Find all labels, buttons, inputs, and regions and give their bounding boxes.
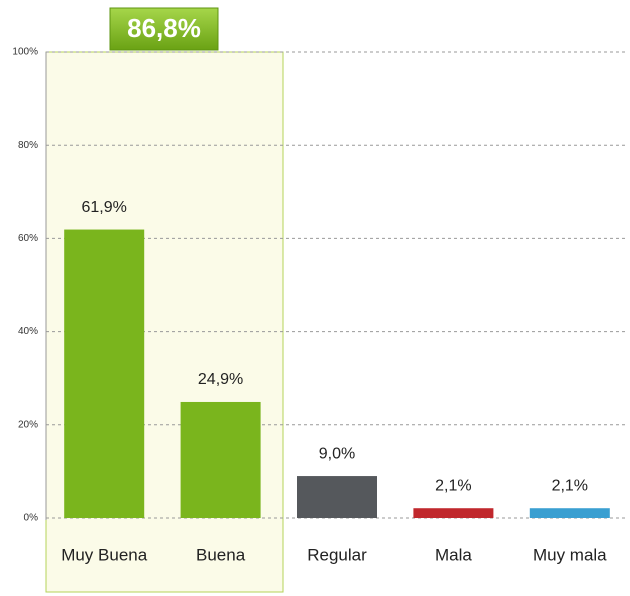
bar [529, 508, 610, 518]
bar [413, 508, 494, 518]
x-tick-label: Buena [196, 545, 246, 564]
bar [297, 476, 377, 518]
value-label: 9,0% [319, 445, 355, 462]
y-tick-label: 80% [18, 140, 38, 151]
y-tick-label: 40% [18, 326, 38, 337]
annotation-box [109, 7, 219, 51]
annotation: 86,8% [127, 13, 201, 43]
y-tick-label: 100% [12, 47, 38, 58]
bar [64, 229, 145, 518]
value-label: 2,1% [552, 477, 588, 494]
y-tick-label: 20% [18, 419, 38, 430]
value-label: 61,9% [82, 199, 127, 216]
value-label: 2,1% [435, 477, 471, 494]
value-label: 24,9% [198, 371, 243, 388]
y-tick-label: 0% [24, 513, 39, 524]
x-tick-label: Muy Buena [61, 545, 148, 564]
x-tick-label: Muy mala [533, 545, 607, 564]
x-tick-label: Mala [435, 545, 472, 564]
y-tick-label: 60% [18, 233, 38, 244]
bar [180, 401, 261, 518]
x-tick-label: Regular [307, 545, 367, 564]
